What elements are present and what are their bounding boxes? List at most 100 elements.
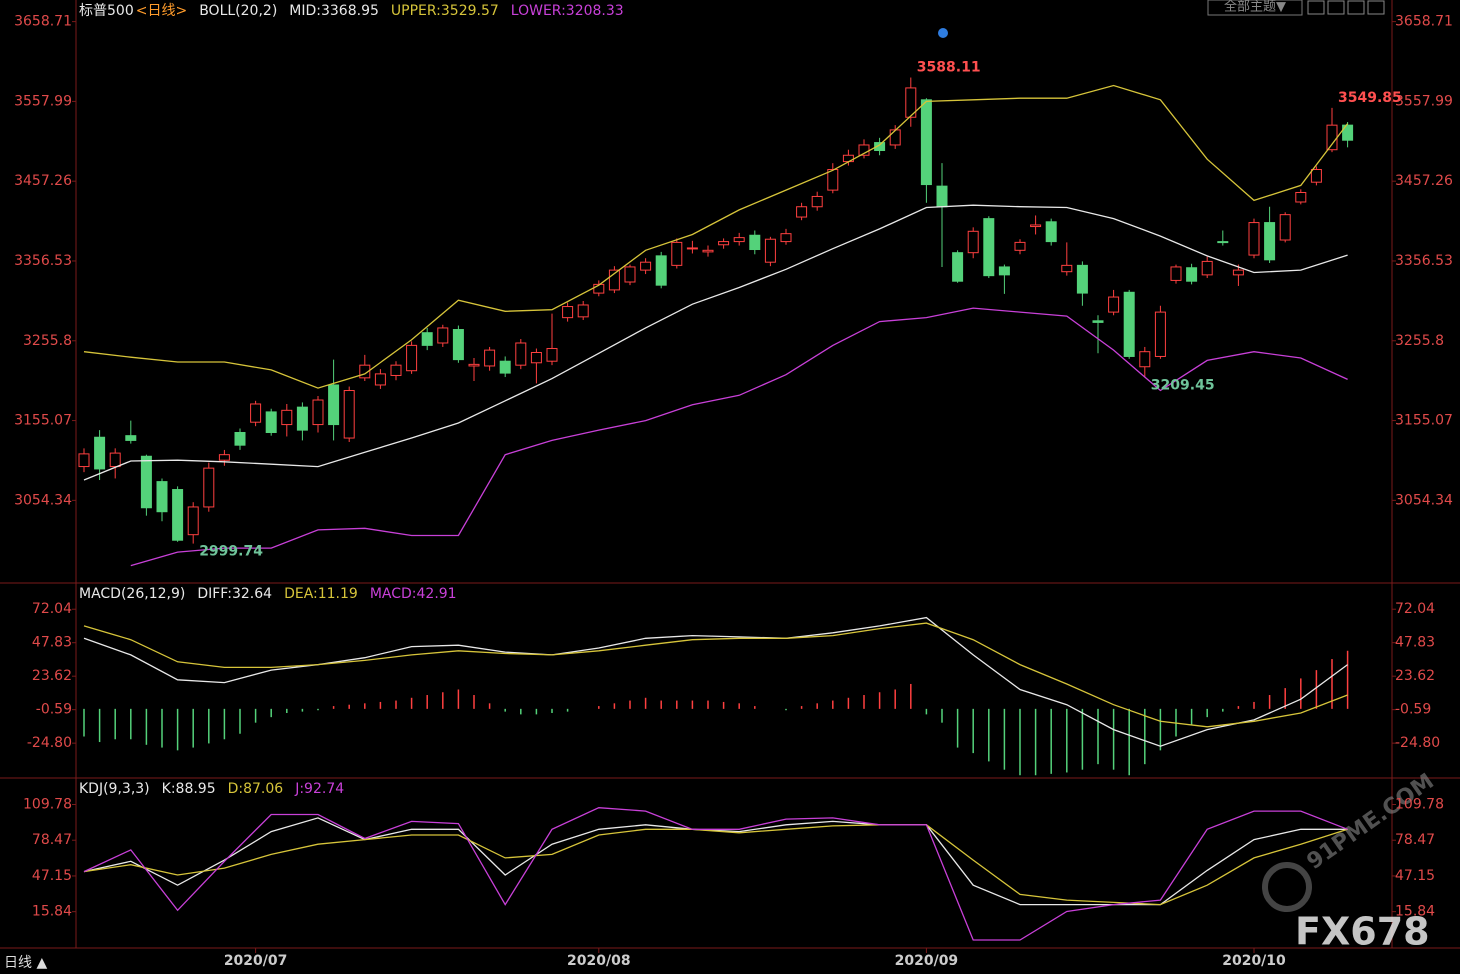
y-tick-label: 109.78 [1395, 796, 1444, 812]
candle-body [78, 453, 90, 468]
y-tick-label: 23.62 [32, 668, 72, 684]
candle-body [640, 261, 652, 271]
candle-body [1217, 241, 1229, 244]
candle-body [733, 237, 745, 243]
candle-body [671, 241, 683, 266]
candle-body [562, 306, 574, 319]
candle-body [1030, 224, 1042, 228]
candle-body [1154, 311, 1166, 357]
candle-body [172, 489, 184, 541]
candle-body [1264, 222, 1276, 261]
y-tick-label: 3155.07 [1395, 413, 1453, 429]
y-tick-label: -24.80 [27, 735, 72, 751]
x-tick-label: 2020/07 [224, 953, 288, 969]
candle-body [109, 452, 121, 468]
candle-body [1045, 221, 1057, 243]
candle-body [718, 241, 730, 246]
x-tick-label: 2020/08 [567, 953, 631, 969]
theme-button-frame[interactable] [1207, 0, 1303, 16]
candle-body [343, 390, 355, 439]
candle-body [546, 348, 558, 362]
icon[interactable] [1307, 0, 1325, 15]
candle-body [983, 218, 995, 277]
candle-body [593, 283, 605, 294]
candle-body [312, 399, 324, 426]
candle-body [265, 411, 277, 433]
candle-body [967, 230, 979, 254]
candle-body [187, 506, 199, 536]
indicator-line [83, 622, 1348, 728]
candle-body [1076, 264, 1088, 294]
candle-body [1201, 260, 1213, 276]
watermark: FX678 [1295, 910, 1430, 954]
candle-body [452, 329, 464, 361]
candle-body [1295, 191, 1307, 203]
icon[interactable] [1347, 0, 1365, 15]
panel-header: DIFF:32.64 [197, 586, 272, 602]
candle-body [920, 99, 932, 186]
y-tick-label: 3457.26 [14, 173, 72, 189]
icon[interactable] [1367, 0, 1385, 15]
candle-body [406, 344, 418, 372]
panel-header: MID:3368.95 [289, 3, 379, 19]
candle-body [1232, 269, 1244, 276]
low-label: 2999.74 [199, 544, 263, 560]
candle-body [1061, 264, 1073, 273]
y-tick-label: 3054.34 [14, 492, 72, 508]
candle-body [1014, 241, 1026, 251]
y-tick-label: 15.84 [1395, 904, 1435, 920]
candle-body [889, 129, 901, 146]
candle-body [296, 406, 308, 431]
y-tick-label: 78.47 [32, 832, 72, 848]
y-tick-label: 78.47 [1395, 832, 1435, 848]
panel-header: DEA:11.19 [284, 586, 358, 602]
panel-header: UPPER:3529.57 [391, 3, 499, 19]
indicator-line [83, 616, 1348, 747]
candle-body [234, 431, 246, 446]
candle-body [1186, 267, 1198, 282]
candle-body [874, 142, 886, 152]
panel-header: KDJ(9,3,3) [79, 781, 150, 797]
y-tick-label: 3658.71 [1395, 14, 1453, 30]
y-tick-label: 3255.8 [1395, 333, 1444, 349]
y-tick-label: 3255.8 [23, 333, 72, 349]
candle-body [437, 327, 449, 344]
period-switch[interactable]: 日线 ▲ [4, 955, 47, 971]
candle-body [468, 363, 480, 367]
candle-body [281, 409, 293, 426]
candle-body [764, 238, 776, 263]
panel-header: 标普500 [79, 3, 134, 19]
candle-body [1139, 351, 1151, 368]
indicator-line [83, 824, 1348, 906]
candle-body [1326, 124, 1338, 151]
watermark-logo [1262, 862, 1312, 912]
y-tick-label: 3155.07 [14, 413, 72, 429]
candle-body [515, 342, 527, 366]
y-tick-label: 3557.99 [14, 93, 72, 109]
y-tick-label: 72.04 [32, 601, 72, 617]
candle-body [499, 360, 511, 374]
candle-body [796, 206, 808, 218]
panel-header: MACD:42.91 [370, 586, 457, 602]
candle-body [140, 455, 152, 509]
icon[interactable] [1327, 0, 1345, 15]
y-tick-label: 72.04 [1395, 601, 1435, 617]
y-tick-label: 3457.26 [1395, 173, 1453, 189]
theme-button[interactable]: 全部主题▼ [1224, 0, 1286, 15]
y-tick-label: 47.15 [32, 868, 72, 884]
panel-header: BOLL(20,2) [199, 3, 277, 19]
boll-line [130, 307, 1348, 567]
y-tick-label: 3356.53 [1395, 253, 1453, 269]
candle-body [203, 467, 215, 508]
y-tick-label: 47.83 [32, 635, 72, 651]
candle-body [702, 249, 714, 253]
candle-body [1310, 169, 1322, 183]
y-tick-label: 15.84 [32, 904, 72, 920]
candle-body [156, 481, 168, 513]
candle-body [484, 349, 496, 367]
panel-header: LOWER:3208.33 [511, 3, 624, 19]
candle-body [655, 255, 667, 286]
candle-body [218, 454, 230, 461]
candle-body [905, 87, 917, 118]
